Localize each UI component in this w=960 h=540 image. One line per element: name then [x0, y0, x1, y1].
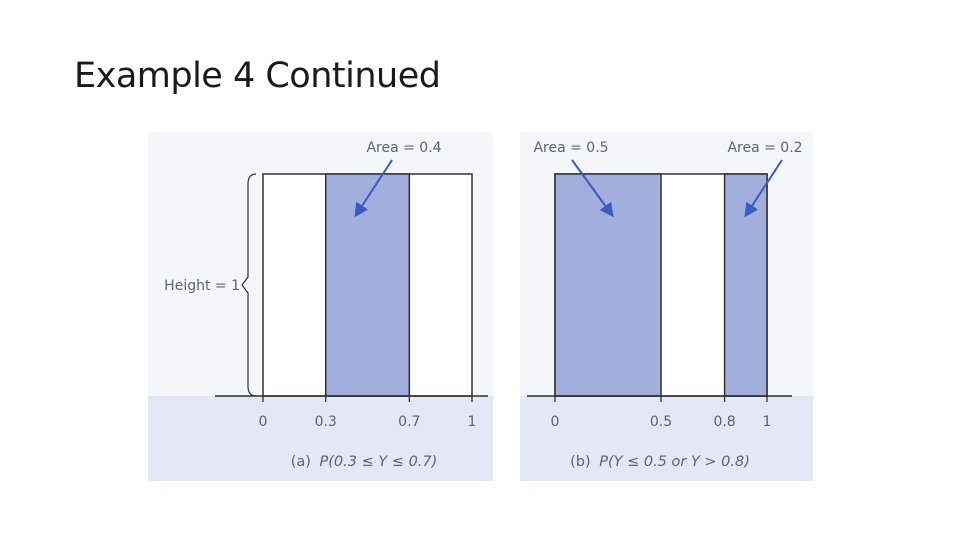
shaded-area-1 — [554, 173, 662, 397]
caption-a-tag: (a) — [291, 454, 311, 470]
x-tick-label: 0.8 — [713, 414, 735, 430]
x-tick-label: 0.5 — [650, 414, 672, 430]
panel-a: 0 0.3 0.7 1 Height = 1 Area = 0.4 (a) P(0.3… — [164, 140, 488, 470]
panel-a-caption-band — [148, 396, 493, 481]
caption-b-expression: P(Y ≤ 0.5 or Y > 0.8) — [599, 454, 750, 470]
area-annotation: Area = 0.2 — [727, 140, 802, 156]
annotation-arrow — [354, 159, 393, 218]
x-tick-label: 0.7 — [398, 414, 420, 430]
panel-b-caption-band — [520, 396, 813, 481]
annotation-arrow — [744, 159, 783, 218]
x-tick-label: 1 — [763, 414, 772, 430]
slide-title: Example 4 Continued — [74, 56, 441, 96]
panel-b: 0 0.5 0.8 1 Area = 0.5 Area = 0.2 (b) P(Y ≤ … — [527, 140, 803, 470]
x-tick-label: 0 — [259, 414, 268, 430]
caption-b-tag: (b) — [570, 454, 591, 470]
caption-b: (b) P(Y ≤ 0.5 or Y > 0.8) — [570, 454, 750, 470]
caption-a-expression: P(0.3 ≤ Y ≤ 0.7) — [320, 454, 438, 470]
area-annotation: Area = 0.4 — [366, 140, 441, 156]
shaded-area-1 — [324, 173, 411, 397]
shaded-area-2 — [723, 173, 768, 397]
area-annotation: Area = 0.5 — [533, 140, 608, 156]
x-tick-label: 0.3 — [315, 414, 337, 430]
height-label: Height = 1 — [164, 278, 240, 294]
height-bracket: Height = 1 — [164, 173, 257, 397]
x-tick-label: 0 — [551, 414, 560, 430]
annotation-arrow — [571, 159, 614, 218]
x-tick-label: 1 — [468, 414, 477, 430]
caption-a: (a) P(0.3 ≤ Y ≤ 0.7) — [291, 454, 438, 470]
